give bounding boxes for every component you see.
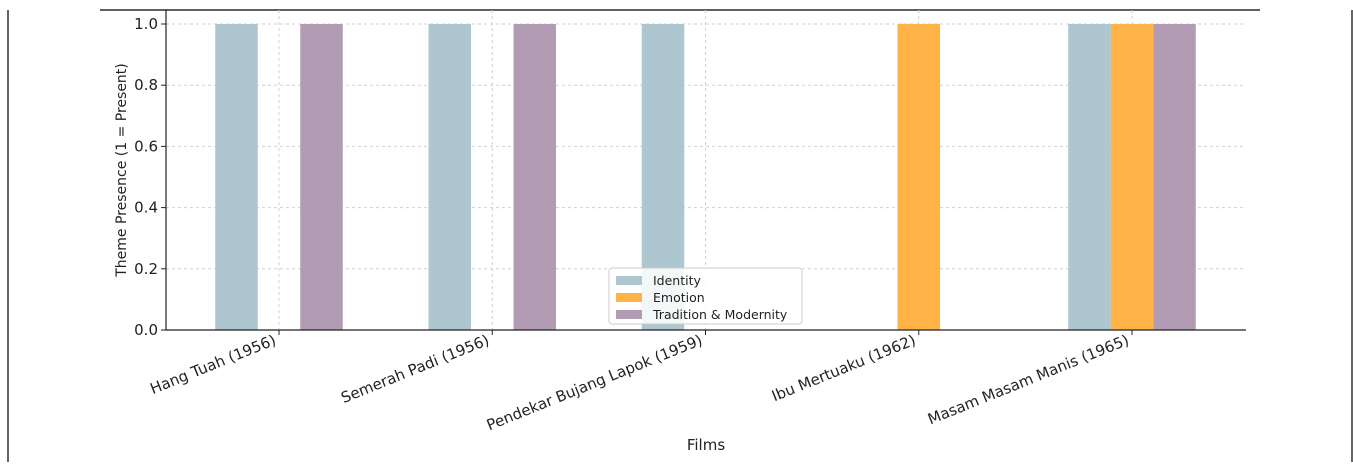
y-tick-label: 1.0	[134, 15, 158, 33]
x-tick-label: Masam Masam Manis (1965)	[925, 331, 1131, 428]
legend-label: Emotion	[653, 290, 705, 305]
bar-emotion	[897, 24, 940, 330]
bar-identity	[1068, 24, 1111, 330]
legend-swatch	[616, 276, 642, 285]
y-tick-label: 0.6	[134, 137, 158, 155]
y-tick-labels: 0.0 0.2 0.4 0.6 0.8 1.0	[134, 15, 166, 339]
legend-swatch	[616, 293, 642, 302]
y-tick-label: 0.4	[134, 199, 158, 217]
y-axis-label: Theme Presence (1 = Present)	[114, 63, 130, 278]
y-tick-label: 0.8	[134, 76, 158, 94]
bar-identity	[215, 24, 258, 330]
x-tick-label: Ibu Mertuaku (1962)	[769, 331, 918, 405]
bar-identity	[428, 24, 471, 330]
y-tick-label: 0.2	[134, 260, 158, 278]
legend-label: Tradition & Modernity	[652, 307, 788, 322]
x-tick-label: Pendekar Bujang Lapok (1959)	[484, 331, 705, 434]
y-tick-label: 0.0	[134, 321, 158, 339]
bar-tradition-modernity	[1153, 24, 1196, 330]
x-axis-label: Films	[687, 436, 725, 454]
legend-label: Identity	[653, 273, 702, 288]
x-tick-label: Semerah Padi (1956)	[338, 331, 491, 407]
bar-emotion	[1110, 24, 1154, 330]
x-tick-labels: Hang Tuah (1956) Semerah Padi (1956)Pende…	[147, 330, 1133, 434]
legend-swatch	[616, 310, 642, 319]
legend-box	[608, 267, 803, 325]
bar-tradition-modernity	[513, 24, 556, 330]
x-tick-label: Hang Tuah (1956)	[147, 331, 278, 398]
legend: Identity Emotion Tradition & Modernity	[608, 267, 803, 325]
bar-tradition-modernity	[300, 24, 343, 330]
